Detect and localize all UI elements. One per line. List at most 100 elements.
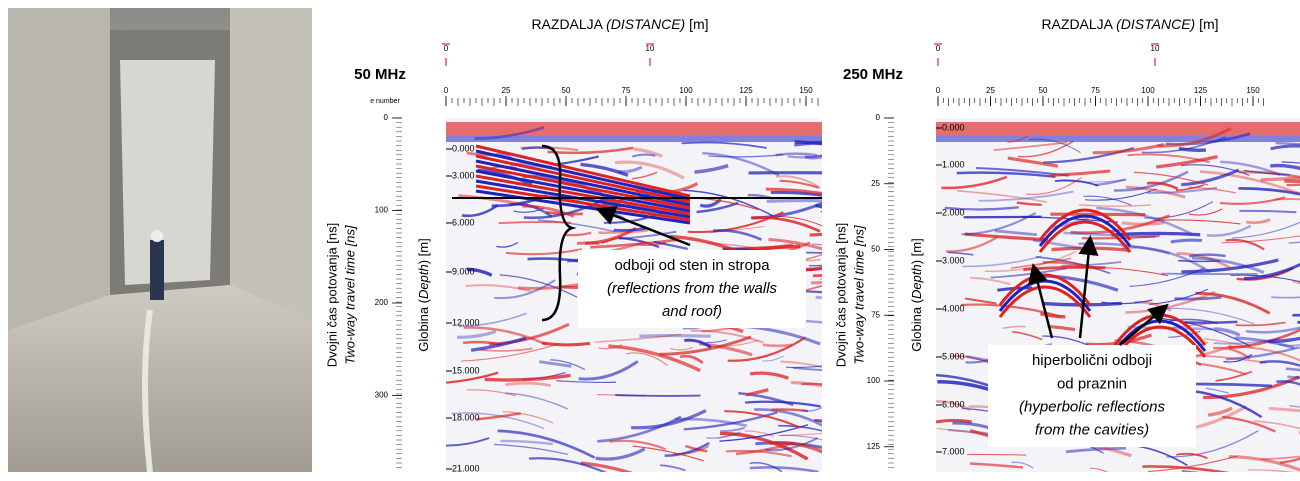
reflection-stripe [1144, 201, 1214, 219]
time-axis-title: Dvojni čas potovanja [ns] [833, 223, 848, 368]
reflection-stripe [1223, 353, 1253, 363]
distance-tick-label: 0 [936, 86, 941, 95]
reflection-stripe [809, 232, 822, 237]
reflection-stripe [556, 380, 617, 384]
reflection-stripe [1094, 178, 1127, 187]
reflection-stripe [1239, 209, 1297, 214]
reflection-stripe [969, 462, 1024, 469]
reflection-stripe [1017, 140, 1074, 158]
reflection-stripe [1181, 469, 1201, 472]
title-part: [m] [685, 16, 708, 32]
reflection-stripe [463, 326, 547, 346]
reflection-stripe [1195, 291, 1271, 315]
reflection-stripe [1178, 259, 1220, 263]
reflection-stripe [702, 151, 780, 177]
reflection-stripe [964, 297, 997, 305]
reflection-stripe [480, 347, 533, 352]
reflection-stripe [1178, 146, 1206, 153]
reflection-stripe [956, 171, 1056, 179]
title-part: (DISTANCE) [606, 16, 685, 32]
reflection-stripe [1247, 469, 1295, 472]
reflection-stripe [683, 411, 778, 431]
reflection-stripe [820, 210, 822, 213]
reflection-stripe [470, 336, 527, 352]
time-tick-label: 100 [867, 376, 881, 385]
reflection-stripe [1268, 406, 1300, 413]
reflection-stripe [1028, 138, 1081, 154]
reflection-stripe [489, 322, 570, 346]
time-tick-label: 25 [871, 179, 880, 188]
reflection-stripe [706, 431, 741, 439]
reflection-stripe [550, 359, 586, 371]
reflection-stripe [615, 394, 701, 397]
reflection-stripe [809, 264, 822, 267]
reflection-stripe [537, 219, 616, 233]
depth-tick-label: 21.000 [452, 463, 480, 473]
reflection-stripe [1219, 196, 1286, 205]
reflection-stripe [1188, 186, 1237, 194]
photo [8, 8, 312, 473]
reflection-stripe [1141, 136, 1226, 154]
reflection-stripe [812, 243, 822, 246]
distance-tick-label: 50 [1039, 86, 1048, 95]
reflection-stripe [1268, 336, 1300, 344]
reflection-stripe [717, 339, 759, 347]
reflection-stripe [936, 400, 971, 411]
reflection-stripe [694, 164, 729, 174]
reflection-stripe [768, 238, 822, 251]
reflection-stripe [775, 152, 818, 157]
annotation-text: (reflections from the walls [607, 280, 778, 297]
annotation-text: from the cavities) [1035, 422, 1149, 439]
reflection-stripe [681, 141, 767, 149]
dipping-reflector [475, 189, 691, 225]
reflection-stripe [770, 190, 822, 197]
brace [541, 144, 577, 322]
annotation-text: od praznin [1057, 375, 1127, 392]
reflection-stripe [1165, 132, 1251, 146]
distance-tick-label: 125 [1194, 86, 1208, 95]
time-tick-label: 300 [375, 391, 389, 400]
dipping-reflector [475, 169, 691, 213]
reflection-stripe [720, 431, 809, 461]
depth-tick-label: 6.000 [942, 399, 965, 409]
reflection-stripe [762, 343, 793, 348]
reflection-stripe [465, 284, 532, 293]
annotation-arrow [1078, 235, 1099, 339]
reflection-stripe [578, 360, 639, 381]
reflection-stripe [499, 274, 578, 298]
reflection-stripe [690, 329, 764, 344]
reflection-stripe [528, 457, 607, 472]
reflection-stripe [1125, 185, 1186, 199]
depth-tick-label: 0.000 [452, 143, 475, 153]
reflection-stripe [1083, 195, 1132, 206]
reflection-stripe [1011, 461, 1034, 469]
reflection-stripe [1205, 387, 1229, 394]
depth-tick-label: 12.000 [452, 317, 480, 327]
time-tick-label: 0 [876, 113, 881, 122]
reflection-stripe [725, 449, 792, 458]
reflection-stripe [595, 447, 646, 461]
dipping-reflector [475, 149, 691, 201]
marker-label: 10 [646, 44, 655, 53]
reflection-stripe [609, 439, 667, 451]
reflection-stripe [967, 454, 1027, 456]
reflection-stripe [484, 373, 571, 382]
hyperbola [998, 285, 1092, 318]
title-part: ) [m] [909, 238, 924, 264]
time-axis-title-en: Two-way travel time [ns] [342, 225, 357, 365]
reflection-stripe [804, 154, 822, 160]
reflection-stripe [669, 346, 694, 351]
panel-title: RAZDALJA (DISTANCE) [m] [1041, 16, 1218, 32]
reflection-stripe [944, 206, 1019, 211]
reflection-stripe [945, 236, 998, 253]
reflection-stripe [659, 335, 752, 356]
frequency-label: 50 MHz [354, 66, 406, 83]
reflection-stripe [1235, 321, 1286, 327]
reflection-stripe [466, 267, 493, 277]
surface-band [936, 122, 1300, 136]
reflection-stripe [1284, 179, 1300, 184]
reflection-stripe [1114, 170, 1189, 192]
time-axis-title-en: Two-way travel time [ns] [851, 225, 866, 365]
radargram-panel: RAZDALJA (DISTANCE) [m] 50 MHz e number 0 10… [324, 16, 822, 473]
